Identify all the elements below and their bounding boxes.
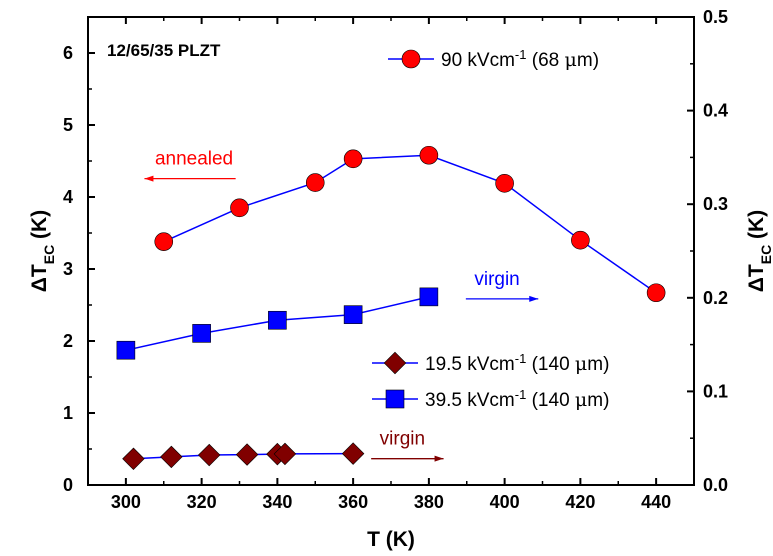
y-left-tick-label: 6 [63, 43, 73, 63]
data-point [305, 173, 325, 192]
y-right-tick-label: 0.2 [703, 288, 728, 308]
panel-label: 12/65/35 PLZT [107, 41, 221, 60]
data-point [495, 174, 514, 193]
data-point [122, 447, 145, 471]
data-point [343, 149, 363, 169]
legend-label: 19.5 kVcm-1 (140 μm) [425, 351, 609, 376]
annotation-label: virgin [474, 269, 519, 290]
legend: 90 kVcm-1 (68 μm) 19.5 kVcm-1 (140 μm) 39.… [372, 47, 609, 412]
annotation-arrowhead [144, 175, 154, 182]
annotations: annealed virgin virgin [144, 149, 539, 462]
y-left-tick-label: 5 [63, 115, 73, 135]
data-point [341, 442, 365, 465]
data-point [419, 287, 439, 307]
data-point [160, 445, 183, 469]
y-right-tick-label: 0.5 [703, 7, 728, 27]
data-point [571, 230, 590, 250]
data-point [230, 198, 249, 218]
x-tick-label: 440 [641, 492, 671, 512]
y-left-tick-label: 1 [63, 403, 73, 423]
legend-marker [383, 351, 407, 375]
data-point [235, 443, 259, 466]
x-tick-label: 400 [490, 492, 520, 512]
series [122, 442, 365, 471]
data-point [646, 283, 666, 303]
axes: 300 320 340 360 380 400 420 440 0 1 2 3 4 5 6 0.0 0.1 0.2… [28, 7, 773, 551]
data-point [192, 324, 211, 343]
data-point [268, 310, 287, 330]
x-tick-label: 300 [111, 492, 141, 512]
x-tick-label: 380 [414, 492, 444, 512]
x-tick-label: 320 [187, 492, 217, 512]
plot-series [116, 145, 666, 471]
y-right-tick-label: 0.0 [703, 475, 728, 495]
legend-entry: 19.5 kVcm-1 (140 μm) [372, 351, 609, 376]
y-left-axis-title: ΔTEC (K) [28, 210, 57, 292]
y-right-tick-label: 0.1 [703, 381, 728, 401]
series [116, 287, 439, 360]
data-point [343, 305, 363, 324]
legend-marker [401, 49, 421, 69]
series-line [163, 154, 657, 294]
y-left-tick-label: 4 [63, 187, 73, 207]
y-left-tick-label: 2 [63, 331, 73, 351]
data-point [154, 232, 174, 251]
x-tick-label: 340 [262, 492, 292, 512]
x-tick-label: 360 [338, 492, 368, 512]
x-axis-title: T (K) [367, 528, 415, 551]
annotation-arrowhead [529, 295, 539, 302]
legend-entry: 90 kVcm-1 (68 μm) [388, 47, 599, 72]
y-right-tick-label: 0.4 [703, 101, 728, 121]
y-left-tick-label: 3 [63, 259, 73, 279]
data-point [197, 443, 221, 467]
y-right-axis-title: ΔTEC (K) [745, 210, 773, 292]
data-point [273, 442, 297, 466]
data-point [419, 145, 439, 165]
data-point [116, 340, 136, 360]
y-right-tick-label: 0.3 [703, 194, 728, 214]
legend-label: 39.5 kVcm-1 (140 μm) [425, 387, 609, 412]
series [154, 145, 666, 303]
x-tick-label: 420 [565, 492, 595, 512]
plot-frame [87, 16, 695, 486]
annotation-arrowhead [434, 455, 444, 462]
annotation-label: virgin [380, 429, 425, 450]
legend-label: 90 kVcm-1 (68 μm) [441, 47, 599, 72]
legend-marker [385, 389, 405, 409]
legend-entry: 39.5 kVcm-1 (140 μm) [372, 387, 609, 412]
y-left-tick-label: 0 [63, 475, 73, 495]
annotation-label: annealed [155, 149, 233, 170]
